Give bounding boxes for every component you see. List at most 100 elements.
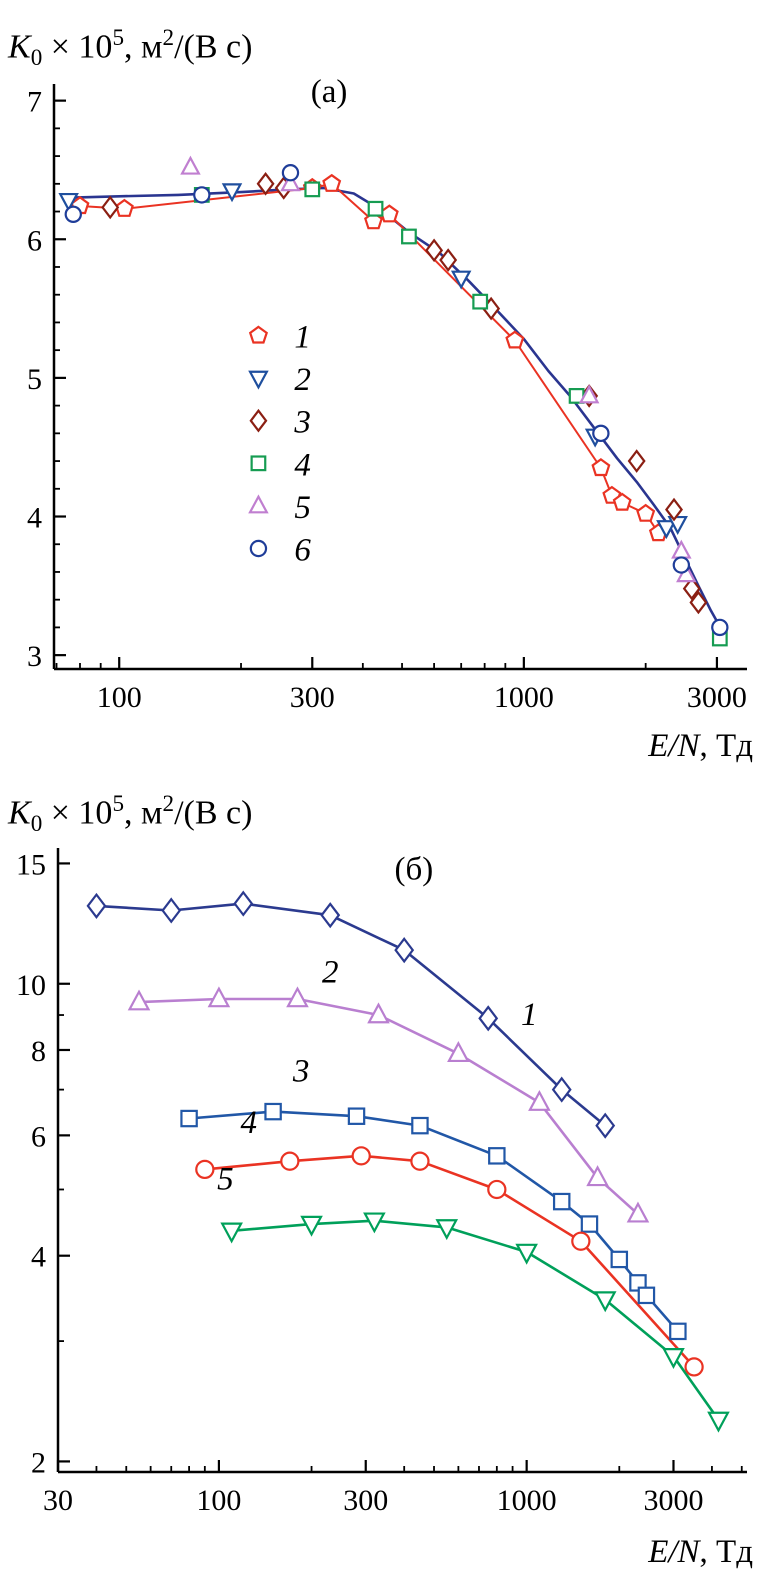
x-tick-label: 100 (97, 681, 142, 714)
square-marker (250, 455, 267, 472)
pentagon-marker (114, 198, 134, 217)
triangle-up-marker (626, 1201, 650, 1223)
triangle-down-marker (593, 1291, 617, 1313)
square-marker (488, 1147, 506, 1165)
square-marker (180, 1109, 198, 1128)
x-title-unit: , Тд (699, 728, 753, 764)
diamond-marker (394, 937, 415, 964)
series-number-label: 4 (240, 1105, 257, 1141)
panel-a-y-axis-title: K0 × 105, м2/(В с) (0, 6, 765, 71)
legend-label: 5 (294, 490, 311, 526)
y-title-exponent: 5 (112, 791, 124, 817)
square-marker (411, 1116, 429, 1135)
triangle-up-marker (671, 539, 692, 559)
pentagon-marker (322, 173, 342, 192)
triangle-down-marker (221, 183, 243, 203)
y-tick-label: 2 (31, 1446, 46, 1479)
circle-marker (487, 1179, 507, 1200)
legend-label: 6 (294, 532, 311, 568)
diamond-marker (101, 195, 120, 220)
circle-marker (684, 1357, 704, 1377)
circle-marker (592, 424, 610, 443)
y-tick-label: 5 (27, 363, 42, 396)
series-number-label: 3 (292, 1053, 310, 1089)
circle-marker (410, 1151, 430, 1171)
pentagon-marker (612, 492, 632, 511)
triangle-down-marker (450, 270, 472, 290)
diamond-marker (627, 449, 646, 473)
triangle-down-marker (435, 1219, 459, 1241)
panel-letter-label: (а) (311, 74, 348, 110)
y-tick-label: 8 (31, 1035, 46, 1068)
triangle-up-marker (367, 1002, 390, 1024)
series-number-label: 2 (322, 954, 339, 990)
square-marker (367, 200, 384, 217)
x-tick-label: 100 (196, 1484, 241, 1517)
pentagon-marker (591, 458, 611, 477)
circle-marker (672, 556, 691, 574)
triangle-up-marker (248, 494, 269, 514)
x-tick-label: 1000 (494, 681, 554, 714)
y-title-exponent: 5 (112, 25, 124, 51)
y-title-variable: K (8, 794, 31, 832)
square-marker (347, 1107, 366, 1125)
diamond-marker (478, 1005, 499, 1032)
square-marker (264, 1102, 282, 1121)
square-marker (669, 1322, 687, 1341)
x-title-variable: E/N (648, 1534, 700, 1570)
y-tick-label: 15 (16, 848, 46, 881)
triangle-down-marker (248, 370, 269, 390)
triangle-up-marker (578, 384, 600, 404)
diamond-marker (439, 248, 458, 272)
panel-a: K0 × 105, м2/(В с) 100 300 1000 3000 3 4 5 6 7 1 2… (0, 6, 765, 772)
diamond-marker (86, 892, 107, 919)
triangle-down-marker (515, 1243, 538, 1265)
y-title-times: × 10 (42, 28, 113, 66)
series-line (230, 1219, 720, 1422)
square-marker (401, 228, 417, 245)
square-marker (637, 1286, 656, 1305)
panel-b-x-axis-title: E/N, Тд (0, 1530, 765, 1578)
y-tick-label: 6 (31, 1120, 46, 1153)
diamond-marker (689, 590, 708, 615)
diamond-marker (682, 576, 701, 601)
circle-marker (571, 1231, 591, 1251)
triangle-up-marker (180, 155, 201, 175)
x-tick-label: 1000 (497, 1484, 557, 1517)
circle-marker (249, 539, 268, 558)
triangle-down-marker (300, 1215, 323, 1237)
diamond-marker (665, 497, 683, 522)
x-title-variable: E/N (648, 728, 700, 764)
diamond-marker (161, 897, 182, 924)
triangle-up-marker (286, 986, 309, 1008)
triangle-down-marker (58, 192, 79, 212)
panel-b-y-axis-title: K0 × 105, м2/(В с) (0, 772, 765, 837)
triangle-up-marker (447, 1041, 470, 1063)
panel-a-chart: 100 300 1000 3000 3 4 5 6 7 1 2 3 4 5 6 (а) (27, 74, 747, 714)
y-tick-label: 3 (27, 640, 42, 673)
square-marker (580, 1215, 599, 1233)
circle-marker (281, 164, 300, 182)
square-marker (472, 293, 489, 310)
circle-marker (195, 1159, 215, 1180)
y-tick-label: 4 (27, 502, 42, 535)
x-title-unit: , Тд (699, 1534, 753, 1570)
diamond-marker (595, 1112, 616, 1139)
triangle-down-marker (667, 515, 688, 535)
triangle-up-marker (127, 989, 151, 1011)
triangle-down-marker (662, 1348, 685, 1369)
legend-label: 3 (293, 405, 311, 441)
y-title-unit-exponent: 2 (162, 25, 175, 51)
legend-label: 4 (294, 447, 311, 483)
panel-a-x-axis-title: E/N, Тд (0, 724, 765, 772)
triangle-down-marker (363, 1212, 386, 1234)
panel-b: K0 × 105, м2/(В с) 30 100 300 1000 3000 2 4 6 8 1… (0, 772, 765, 1578)
x-tick-label: 300 (343, 1484, 388, 1517)
y-title-subscript: 0 (30, 45, 43, 72)
x-tick-label: 3000 (643, 1484, 703, 1517)
y-title-unit-exponent: 2 (162, 791, 175, 817)
y-title-times: × 10 (42, 794, 113, 832)
y-title-unit-tail: /(В с) (174, 28, 253, 66)
